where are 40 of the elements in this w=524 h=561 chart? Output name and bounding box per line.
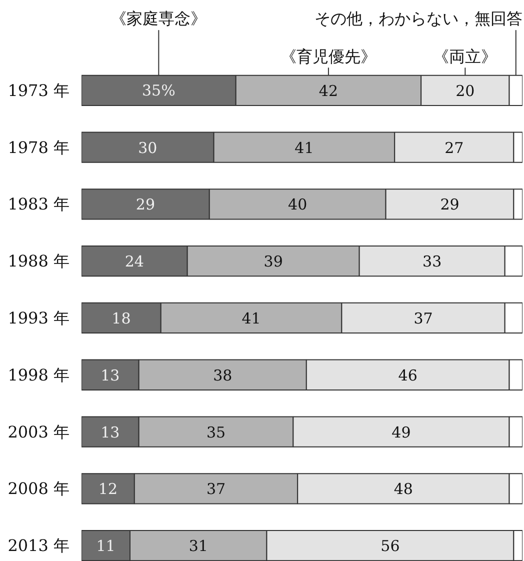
data-label: 13 xyxy=(100,423,120,442)
data-label: 41 xyxy=(242,309,261,328)
data-label: 56 xyxy=(380,537,400,556)
y-tick-label: 2008 年 xyxy=(8,479,70,498)
y-tick-label: 1998 年 xyxy=(8,365,70,384)
text: 《家庭専念》 xyxy=(110,9,207,28)
data-label: 39 xyxy=(264,252,283,271)
y-tick-label: 1978 年 xyxy=(8,138,70,157)
data-label: 12 xyxy=(98,480,118,498)
data-label: 42 xyxy=(318,82,338,100)
data-label: 18 xyxy=(112,309,131,328)
data-label: 13 xyxy=(100,366,120,384)
data-label: 35 xyxy=(206,423,226,442)
data-label: 29 xyxy=(136,196,155,214)
text: その他，わからない，無回答 xyxy=(314,9,522,28)
y-tick-label: 1988 年 xyxy=(8,252,70,271)
y-tick-label: 2013 年 xyxy=(8,536,70,556)
data-label: 40 xyxy=(288,196,308,214)
y-tick-label: 1993 年 xyxy=(8,308,70,328)
data-label: 49 xyxy=(392,423,411,442)
data-label: 20 xyxy=(456,82,475,100)
data-label: 37 xyxy=(414,309,433,328)
data-label: 46 xyxy=(398,366,418,384)
data-label: 29 xyxy=(440,196,460,214)
y-tick-label: 1973 年 xyxy=(8,80,70,100)
y-tick-label: 1983 年 xyxy=(8,194,70,214)
data-label: 38 xyxy=(213,366,232,384)
y-tick-label: 2003 年 xyxy=(8,422,70,442)
data-label: 48 xyxy=(394,480,413,498)
series-label: 《育児優先》 xyxy=(280,46,376,66)
data-label: 30 xyxy=(138,138,158,157)
data-label: 41 xyxy=(294,138,314,157)
data-label: 27 xyxy=(444,138,464,157)
data-label: 35% xyxy=(142,81,176,100)
data-label: 37 xyxy=(206,480,226,498)
series-label: 《両立》 xyxy=(433,46,498,66)
data-label: 31 xyxy=(188,537,208,556)
data-label: 24 xyxy=(124,252,144,271)
data-label: 33 xyxy=(422,252,442,271)
data-label: 11 xyxy=(96,537,116,556)
